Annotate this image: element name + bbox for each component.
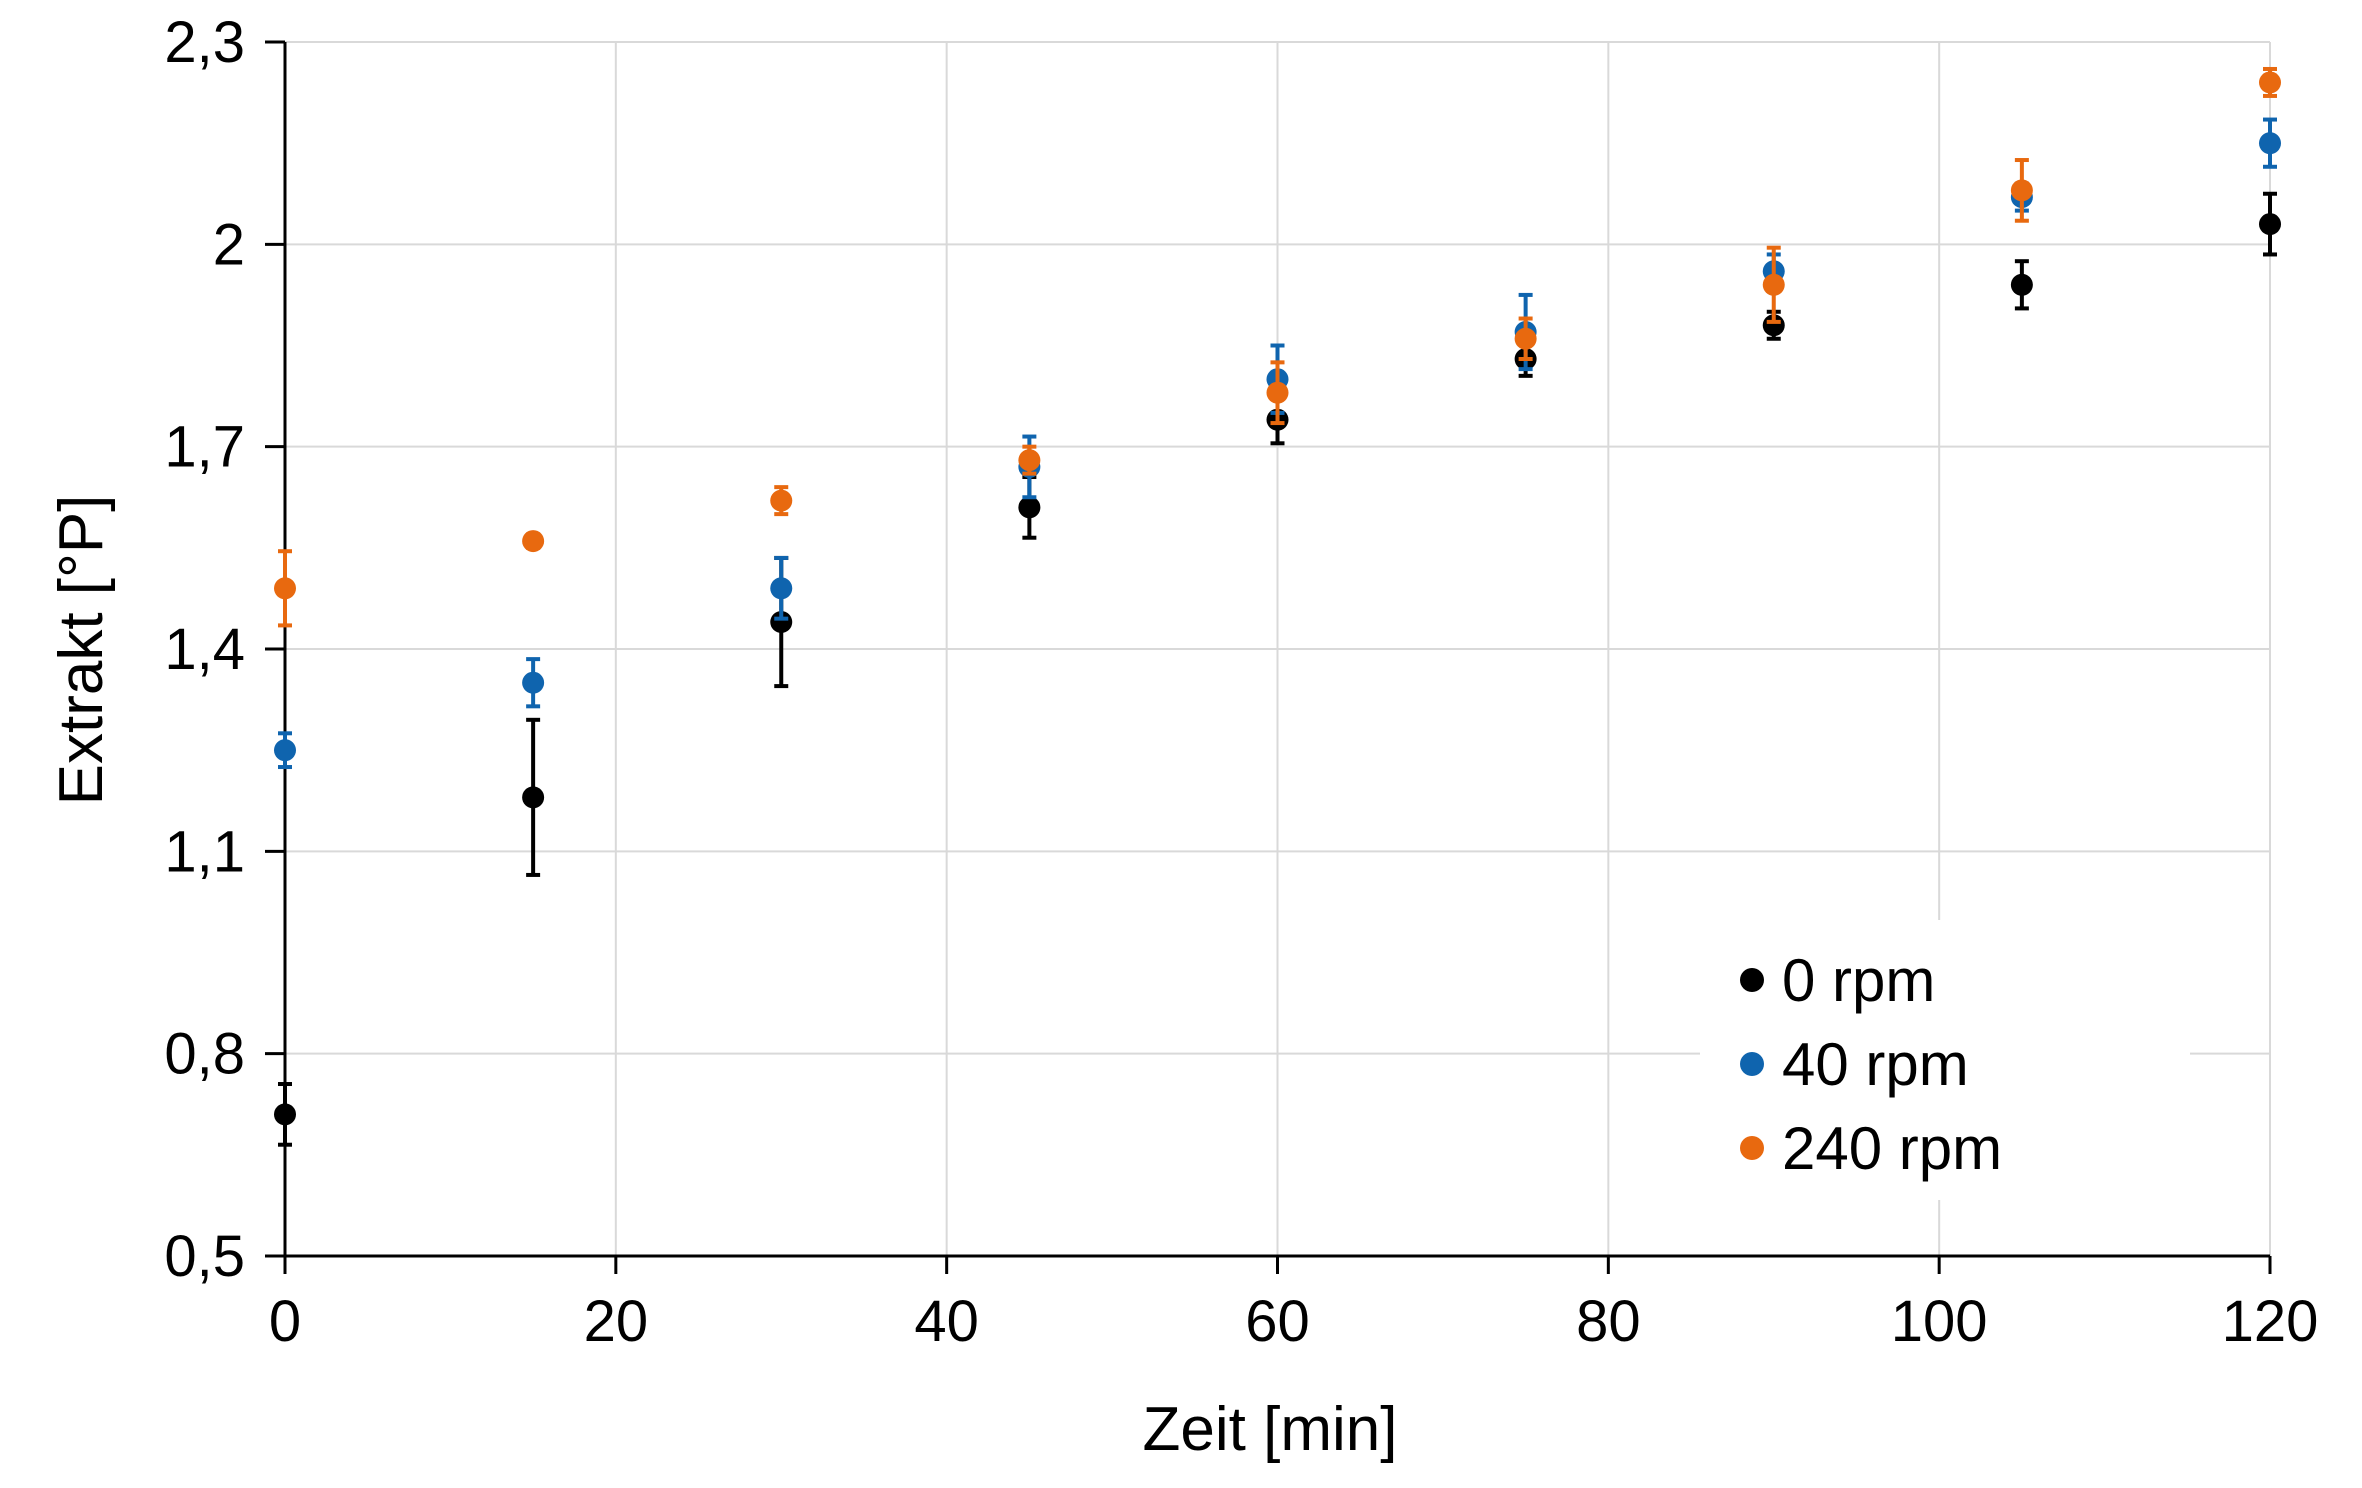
y-tick-label: 0,5 — [164, 1224, 245, 1289]
data-point — [2010, 179, 2033, 202]
y-tick-label: 2 — [213, 212, 245, 277]
y-tick-label: 0,8 — [164, 1022, 245, 1087]
legend-marker — [1740, 1136, 1764, 1160]
data-point — [1762, 314, 1785, 337]
legend-label: 0 rpm — [1782, 947, 1935, 1014]
data-point — [1266, 381, 1289, 404]
data-point — [1762, 273, 1785, 296]
y-tick-label: 2,3 — [164, 10, 245, 75]
data-point — [1514, 327, 1537, 350]
legend-background — [1700, 920, 2190, 1200]
x-tick-label: 120 — [2222, 1289, 2319, 1354]
x-tick-label: 40 — [914, 1289, 979, 1354]
y-tick-label: 1,7 — [164, 415, 245, 480]
x-tick-label: 60 — [1245, 1289, 1310, 1354]
data-point — [522, 671, 545, 694]
legend-marker — [1740, 968, 1764, 992]
data-point — [522, 786, 545, 809]
y-tick-label: 1,1 — [164, 819, 245, 884]
x-axis-title: Zeit [min] — [1143, 1395, 1398, 1464]
data-point — [274, 577, 296, 600]
y-tick-label: 1,4 — [164, 617, 245, 682]
axes — [265, 40, 2272, 1274]
data-point — [522, 530, 545, 553]
x-tick-label: 80 — [1576, 1289, 1641, 1354]
tick-labels: 0,5 0,8 1,1 1,4 1,7 2 2,3 0 20 40 60 80 100 120 — [164, 10, 2318, 1354]
data-point — [274, 1103, 296, 1126]
series-240-rpm — [274, 66, 2281, 628]
x-tick-label: 0 — [269, 1289, 301, 1354]
data-point — [2259, 132, 2281, 155]
data-point — [770, 611, 793, 634]
legend: 0 rpm 40 rpm 240 rpm — [1700, 920, 2190, 1200]
data-point — [770, 577, 793, 600]
data-point — [2010, 273, 2033, 296]
data-point — [770, 489, 793, 512]
data-point — [1018, 449, 1041, 472]
legend-label: 40 rpm — [1782, 1031, 1969, 1098]
data-point — [2259, 213, 2281, 236]
data-point — [1018, 496, 1041, 519]
x-tick-label: 100 — [1891, 1289, 1988, 1354]
data-points — [274, 66, 2281, 1147]
y-axis-title: Extrakt [°P] — [47, 495, 116, 806]
data-point — [2259, 71, 2281, 94]
x-tick-label: 20 — [584, 1289, 649, 1354]
legend-marker — [1740, 1052, 1764, 1076]
data-point — [274, 739, 296, 762]
legend-label: 240 rpm — [1782, 1115, 2002, 1182]
